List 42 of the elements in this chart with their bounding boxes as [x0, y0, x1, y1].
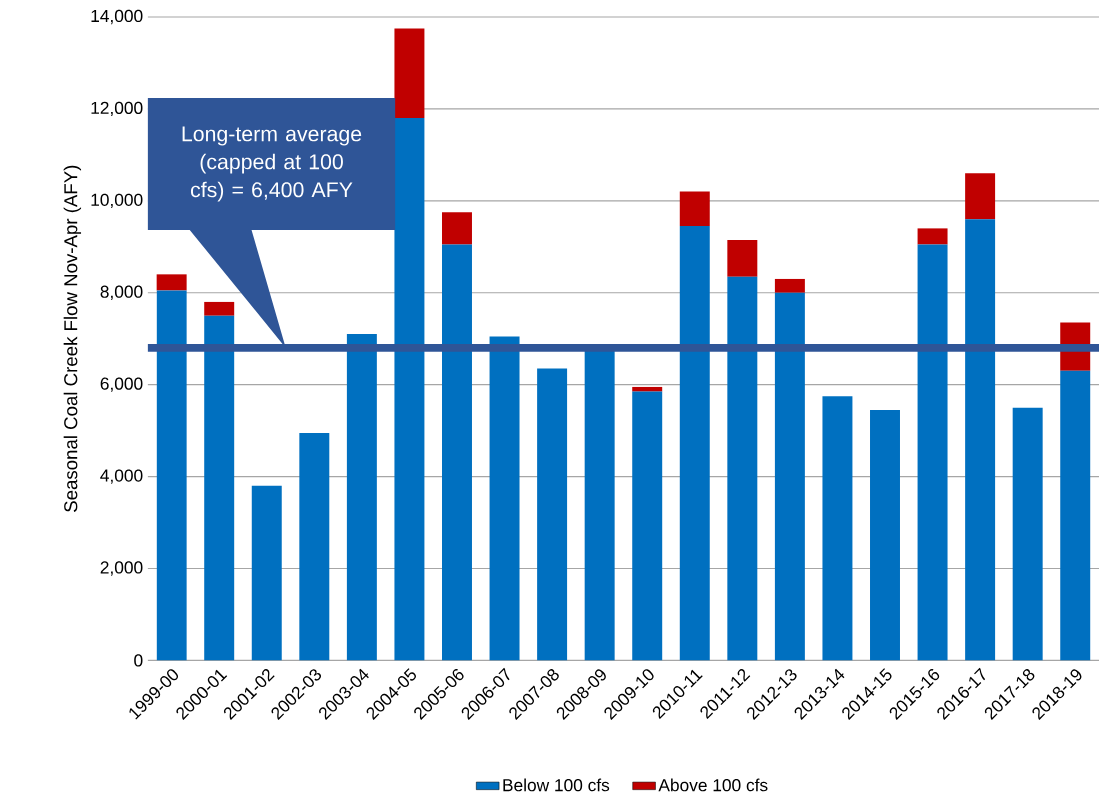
bar [870, 409, 900, 661]
bar [632, 391, 663, 661]
bar [299, 432, 330, 661]
y-tick-label: 4,000 [100, 469, 143, 484]
y-tick-label: 14,000 [91, 9, 143, 24]
bar [251, 485, 282, 661]
legend-label: Below 100 cfs [503, 778, 610, 792]
bar [584, 349, 615, 661]
annotation: Long-term average (capped at 100 cfs) = 6,400 AFY [182, 126, 362, 202]
bar [727, 239, 758, 277]
y-tick-label: 12,000 [91, 101, 143, 116]
bar [204, 315, 235, 661]
y-tick-label: 0 [134, 654, 143, 667]
bar [774, 292, 805, 661]
y-tick-label: 2,000 [100, 561, 143, 576]
bar [917, 228, 948, 245]
y-axis-title: Seasonal Coal Creek Flow Nov-Apr (AFY) [63, 165, 82, 512]
bar [679, 225, 710, 661]
bar [442, 212, 472, 245]
bar [727, 276, 758, 661]
bar [679, 191, 710, 226]
bar [632, 386, 663, 392]
bar [965, 218, 996, 661]
bar [156, 274, 187, 291]
bar [489, 336, 520, 661]
bar [442, 244, 472, 661]
y-tick-label: 6,000 [100, 377, 143, 392]
bar [394, 28, 425, 118]
bar [965, 173, 996, 219]
bar [204, 301, 235, 316]
y-tick-label: 8,000 [100, 285, 143, 300]
bar [156, 290, 187, 661]
y-tick-label: 10,000 [91, 193, 143, 208]
bar [537, 368, 568, 661]
bar [346, 333, 377, 661]
bar [917, 244, 948, 661]
legend-label: Above 100 cfs [658, 778, 768, 792]
bar [394, 117, 425, 661]
bar [1060, 370, 1091, 661]
bar [822, 395, 853, 661]
bar [1012, 407, 1043, 661]
bar [774, 278, 805, 293]
